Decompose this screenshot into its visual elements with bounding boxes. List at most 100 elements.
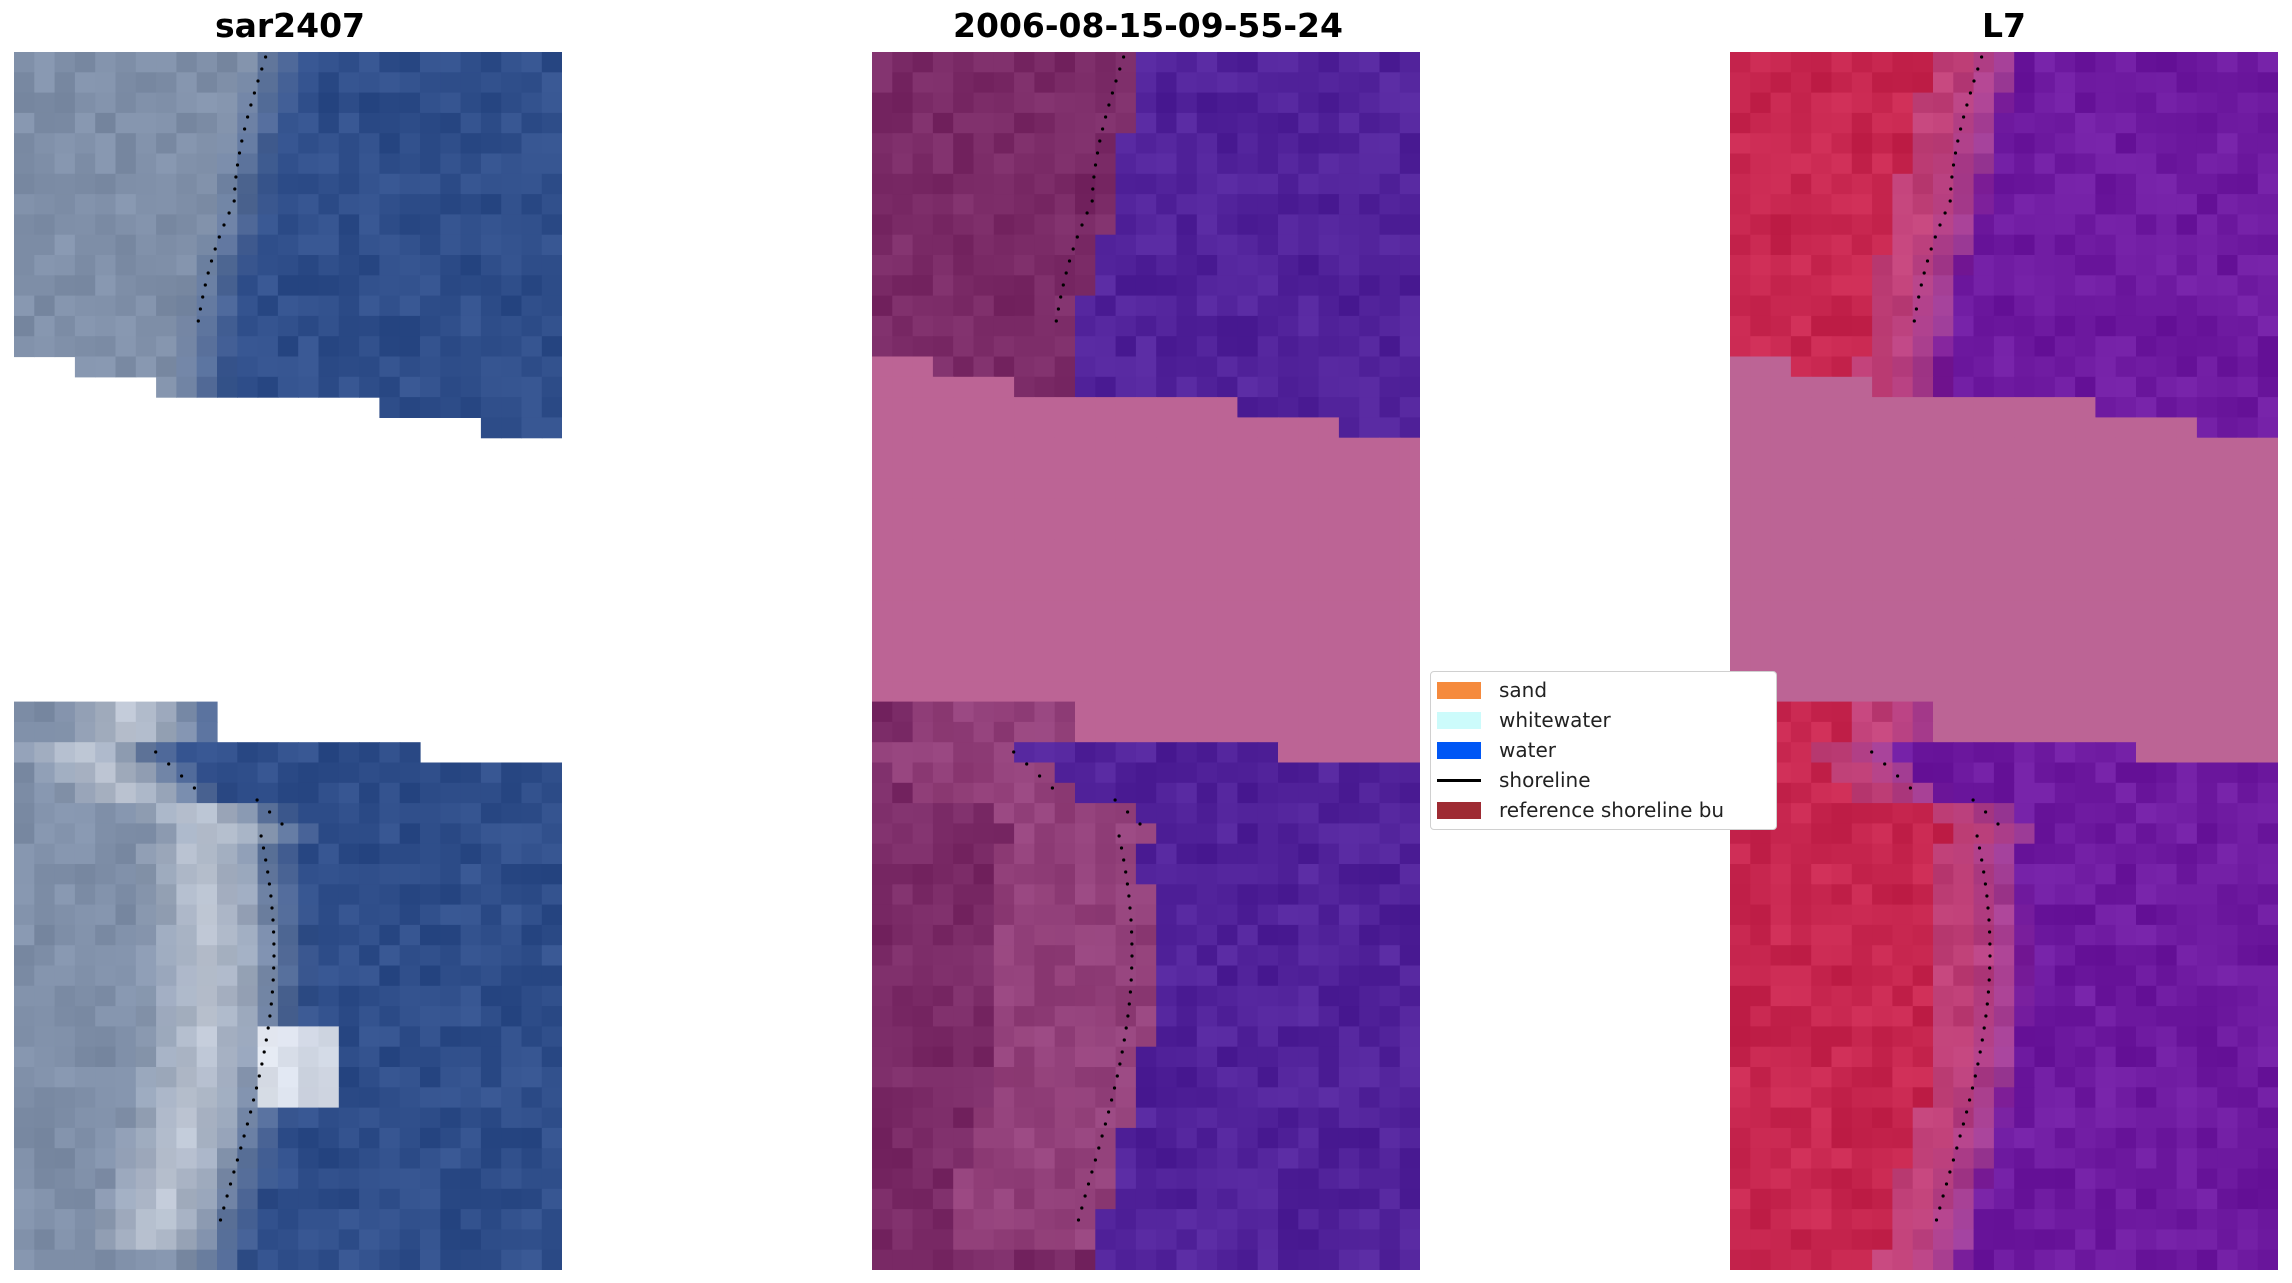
raster-pixel: [521, 1067, 543, 1088]
raster-pixel: [872, 782, 893, 804]
raster-pixel: [1135, 1188, 1157, 1210]
raster-pixel: [217, 884, 238, 906]
raster-pixel: [1953, 1046, 1975, 1068]
raster-pixel: [1318, 518, 1340, 540]
raster-pixel: [1399, 1168, 1420, 1190]
raster-pixel: [1054, 72, 1076, 94]
raster-pixel: [1135, 112, 1157, 134]
raster-pixel: [2136, 315, 2157, 337]
raster-pixel: [1257, 721, 1279, 743]
raster-pixel: [2115, 681, 2137, 703]
raster-pixel: [892, 884, 914, 906]
raster-pixel: [1054, 1209, 1076, 1230]
raster-pixel: [541, 823, 562, 845]
raster-pixel: [196, 194, 218, 215]
raster-pixel: [2217, 336, 2239, 358]
raster-pixel: [480, 417, 502, 439]
raster-pixel: [95, 1168, 117, 1190]
raster-pixel: [359, 843, 380, 865]
raster-pixel: [1075, 559, 1096, 581]
raster-pixel: [2095, 965, 2117, 987]
raster-pixel: [1379, 1249, 1401, 1270]
shoreline-dot: [1955, 1146, 1959, 1150]
raster-pixel: [1831, 112, 1853, 134]
raster-pixel: [1196, 1046, 1218, 1068]
raster-pixel: [1933, 1229, 1954, 1251]
raster-pixel: [1379, 397, 1401, 418]
shoreline-dot: [1112, 1086, 1117, 1090]
raster-pixel: [1278, 701, 1299, 723]
raster-pixel: [54, 823, 76, 845]
raster-pixel: [95, 803, 117, 824]
raster-pixel: [2217, 112, 2239, 134]
raster-pixel: [2115, 518, 2137, 540]
raster-pixel: [217, 864, 238, 885]
raster-pixel: [1156, 275, 1178, 297]
raster-pixel: [1933, 437, 1954, 459]
raster-pixel: [912, 539, 934, 561]
raster-pixel: [420, 904, 441, 926]
shoreline-dot: [1988, 966, 1992, 970]
raster-pixel: [993, 518, 1015, 540]
raster-pixel: [1993, 1229, 2015, 1251]
raster-pixel: [1054, 518, 1076, 540]
raster-pixel: [1034, 661, 1056, 682]
raster-pixel: [1953, 985, 1975, 1007]
raster-pixel: [54, 1107, 76, 1129]
raster-pixel: [872, 153, 893, 175]
raster-pixel: [1892, 417, 1914, 439]
raster-pixel: [2156, 681, 2178, 703]
shoreline-dot: [154, 750, 158, 754]
raster-pixel: [912, 112, 934, 134]
raster-pixel: [1135, 539, 1157, 561]
raster-pixel: [1156, 1067, 1178, 1088]
raster-pixel: [54, 843, 76, 865]
raster-pixel: [1912, 539, 1934, 561]
raster-pixel: [1973, 782, 1995, 804]
raster-pixel: [2034, 1249, 2056, 1270]
raster-pixel: [993, 1168, 1015, 1190]
raster-pixel: [1217, 498, 1238, 520]
raster-pixel: [1831, 701, 1853, 723]
raster-pixel: [892, 1006, 914, 1027]
raster-pixel: [1953, 965, 1975, 987]
raster-pixel: [237, 214, 259, 236]
raster-pixel: [1379, 458, 1401, 479]
raster-pixel: [440, 1168, 462, 1190]
raster-pixel: [298, 823, 320, 845]
raster-pixel: [1135, 275, 1157, 297]
raster-pixel: [1054, 965, 1076, 987]
raster-pixel: [277, 255, 299, 276]
raster-pixel: [1872, 1229, 1893, 1251]
raster-pixel: [541, 782, 562, 804]
raster-pixel: [399, 376, 421, 398]
raster-pixel: [298, 742, 320, 764]
raster-pixel: [1135, 458, 1157, 479]
raster-pixel: [1278, 1168, 1299, 1190]
raster-pixel: [2034, 985, 2056, 1007]
raster-pixel: [1399, 965, 1420, 987]
raster-pixel: [115, 1249, 137, 1270]
raster-pixel: [1196, 1209, 1218, 1230]
raster-pixel: [1014, 640, 1035, 662]
raster-pixel: [257, 112, 279, 134]
raster-pixel: [2075, 843, 2096, 865]
raster-pixel: [1014, 924, 1035, 946]
raster-pixel: [2136, 701, 2157, 723]
raster-pixel: [2217, 1229, 2239, 1251]
raster-pixel: [1278, 234, 1299, 256]
raster-pixel: [2054, 701, 2076, 723]
raster-pixel: [440, 295, 462, 317]
raster-pixel: [196, 1107, 218, 1129]
raster-pixel: [1318, 742, 1340, 764]
raster-pixel: [1257, 478, 1279, 500]
raster-pixel: [1176, 153, 1198, 175]
raster-pixel: [196, 234, 218, 256]
raster-pixel: [2095, 985, 2117, 1007]
raster-pixel: [2115, 1168, 2137, 1190]
raster-pixel: [1973, 681, 1995, 703]
raster-pixel: [1379, 742, 1401, 764]
raster-pixel: [399, 1006, 421, 1027]
raster-pixel: [993, 864, 1015, 885]
raster-pixel: [196, 762, 218, 784]
